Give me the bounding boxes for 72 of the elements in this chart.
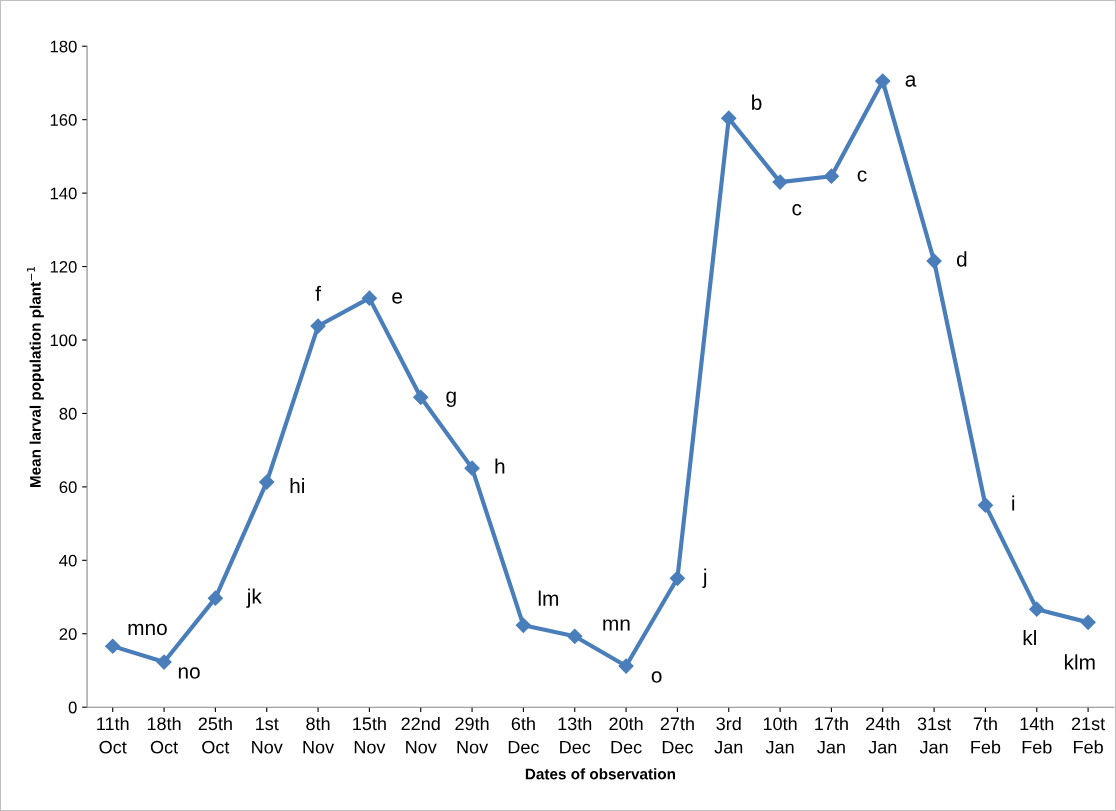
x-tick-label: 15th Nov <box>353 716 386 754</box>
point <box>259 474 275 490</box>
x-tick-label: 3rd Jan <box>714 716 743 754</box>
point <box>361 290 377 306</box>
point <box>772 174 788 190</box>
x-tick-label: 21st Feb <box>1071 717 1106 754</box>
x-tick-label: 6th Dec <box>508 716 539 754</box>
annotation: c <box>857 170 867 182</box>
x-tick-label: 27th Dec <box>660 716 694 754</box>
annotation: b <box>752 94 762 110</box>
annotation: d <box>956 251 967 267</box>
x-tick-label: 11th Oct <box>97 716 129 754</box>
annotation: mn <box>603 619 630 631</box>
point <box>618 658 634 674</box>
point <box>464 460 480 476</box>
y-tick-label: 160 <box>50 114 77 126</box>
x-tick-label: 24th Jan <box>866 716 900 754</box>
x-tick-label: 14th Feb <box>1020 716 1054 754</box>
point <box>515 617 531 633</box>
y-tick-label: 80 <box>59 407 77 420</box>
x-tick-label: 17th Jan <box>815 716 848 754</box>
y-tick-label: 20 <box>59 628 77 640</box>
point <box>669 570 685 586</box>
y-tick-label: 0 <box>68 701 77 714</box>
annotation: f <box>315 285 321 301</box>
y-tick-label: 40 <box>59 554 77 567</box>
annotation: lm <box>538 590 559 606</box>
annotation: mno <box>128 623 167 636</box>
y-axis-title: Mean larval population plant$^{−1}$ <box>27 266 44 488</box>
point <box>875 73 891 89</box>
x-tick-label: 29th Nov <box>455 716 489 754</box>
annotation: h <box>495 458 505 474</box>
point <box>926 253 942 269</box>
x-axis-title: Dates of observation <box>525 768 676 780</box>
annotation: no <box>178 667 200 679</box>
y-tick-label: 140 <box>50 187 77 200</box>
annotation: c <box>792 204 802 216</box>
annotation: i <box>1012 495 1015 511</box>
annotation: j <box>702 568 707 589</box>
x-tick-label: 22nd Nov <box>401 716 440 754</box>
annotation: hi <box>290 477 304 494</box>
point <box>156 654 172 670</box>
annotation: g <box>446 391 456 407</box>
point <box>1080 614 1096 630</box>
y-tick-label: 180 <box>50 40 77 53</box>
x-tick-label: 25th Oct <box>198 716 232 754</box>
point <box>310 318 326 334</box>
x-tick-label: 10th Jan <box>763 716 797 754</box>
annotation: o <box>651 671 662 683</box>
y-tick-label: 100 <box>50 334 77 347</box>
point <box>977 497 993 513</box>
x-tick-label: 18th Oct <box>147 716 181 754</box>
x-tick-label: 13th Dec <box>558 716 592 754</box>
annotation: e <box>392 292 403 304</box>
y-tick-label: 120 <box>50 260 77 273</box>
point <box>823 168 839 184</box>
annotation: klm <box>1064 654 1095 670</box>
x-tick-label: 31st Jan <box>917 717 952 754</box>
point <box>567 628 583 644</box>
annotation: kl <box>1023 629 1036 646</box>
x-tick-label: 8th Nov <box>303 716 335 754</box>
annotation: a <box>905 75 917 87</box>
x-tick-label: 7th Feb <box>971 716 1001 754</box>
y-tick-label: 60 <box>59 481 77 494</box>
x-tick-label: 20th Dec <box>609 716 643 754</box>
point <box>207 590 223 606</box>
point <box>105 638 121 654</box>
x-tick-label: 1st Nov <box>252 717 283 754</box>
annotation: jk <box>246 588 262 608</box>
point <box>413 389 429 405</box>
point <box>1029 601 1045 617</box>
point <box>721 110 737 126</box>
